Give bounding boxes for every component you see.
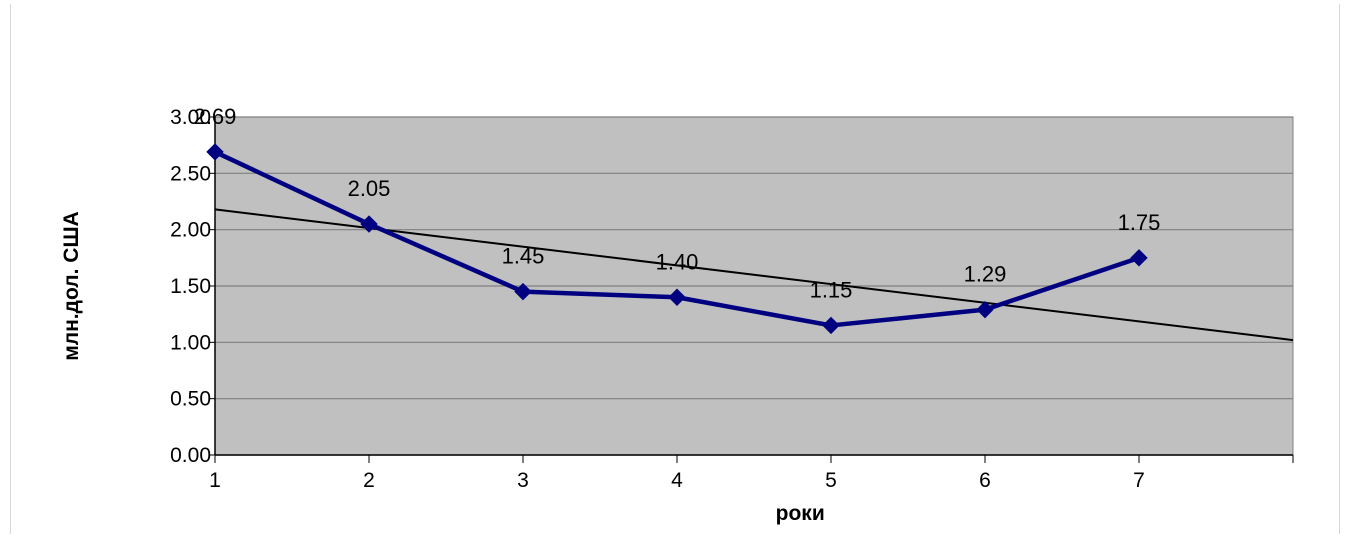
x-tick-label: 5: [825, 469, 837, 492]
data-label: 2.69: [194, 104, 237, 129]
y-tick-label: 1.00: [170, 331, 211, 354]
x-tick-label: 7: [1133, 469, 1145, 492]
data-point-marker: [822, 316, 840, 335]
data-label: 2.05: [348, 176, 391, 201]
chart-frame: [10, 4, 1340, 534]
x-tick-label: 2: [363, 469, 375, 492]
trendline-group: [214, 208, 1294, 342]
data-label: 1.29: [964, 262, 1007, 287]
x-tick-labels: 1 2 3 4 5 6 7: [209, 469, 1145, 492]
data-label: 1.40: [656, 249, 699, 274]
data-point-marker: [514, 282, 532, 301]
data-point-marker: [206, 143, 224, 161]
y-tick-label: 1.50: [170, 275, 211, 298]
data-point-marker: [668, 288, 686, 306]
data-label: 1.15: [810, 277, 853, 302]
x-tick-label: 6: [979, 469, 991, 492]
y-tick-label: 2.50: [170, 162, 211, 185]
axes: [209, 116, 1294, 463]
x-tick-label: 4: [671, 469, 683, 492]
y-tick-label: 0.00: [170, 444, 211, 467]
x-tick-label: 1: [209, 469, 221, 492]
trendline: [214, 208, 1294, 342]
data-labels: 2.69 2.05 1.45 1.40 1.15 1.29 1.75: [194, 104, 1161, 303]
x-tick-label: 3: [517, 469, 529, 492]
data-point-marker: [1130, 249, 1148, 267]
y-tick-label: 2.00: [170, 219, 211, 242]
y-tick-label: 3.00: [170, 106, 211, 129]
y-axis-title: млн.дол. США: [60, 211, 83, 360]
x-axis-title: роки: [776, 502, 825, 525]
series-group: [206, 143, 1148, 335]
data-label: 1.45: [502, 244, 545, 269]
y-tick-labels: 0.00 0.50 1.00 1.50 2.00 2.50 3.00: [170, 106, 211, 467]
data-point-marker: [360, 215, 378, 233]
data-label: 1.75: [1118, 210, 1161, 235]
data-point-marker: [976, 300, 994, 319]
y-tick-label: 0.50: [170, 388, 211, 411]
